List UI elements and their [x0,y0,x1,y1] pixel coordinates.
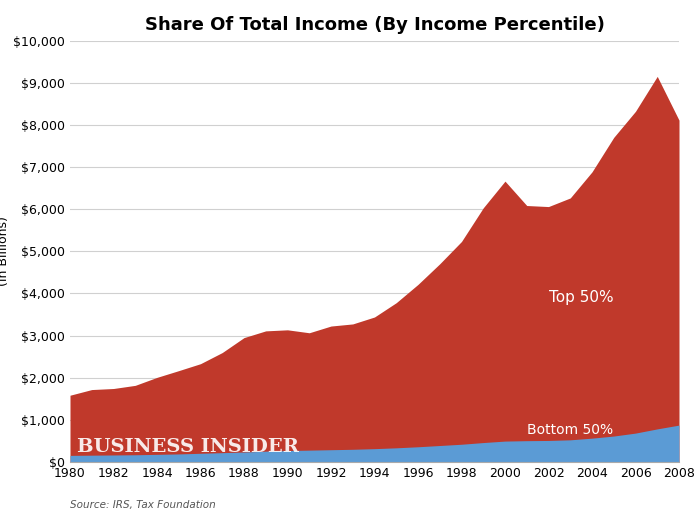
Text: Top 50%: Top 50% [549,290,613,305]
Title: Share Of Total Income (By Income Percentile): Share Of Total Income (By Income Percent… [145,16,604,34]
Text: Source: IRS, Tax Foundation: Source: IRS, Tax Foundation [70,500,216,510]
Y-axis label: (In Billions): (In Billions) [0,216,10,286]
Text: BUSINESS INSIDER: BUSINESS INSIDER [76,438,298,456]
Text: Bottom 50%: Bottom 50% [527,423,613,438]
